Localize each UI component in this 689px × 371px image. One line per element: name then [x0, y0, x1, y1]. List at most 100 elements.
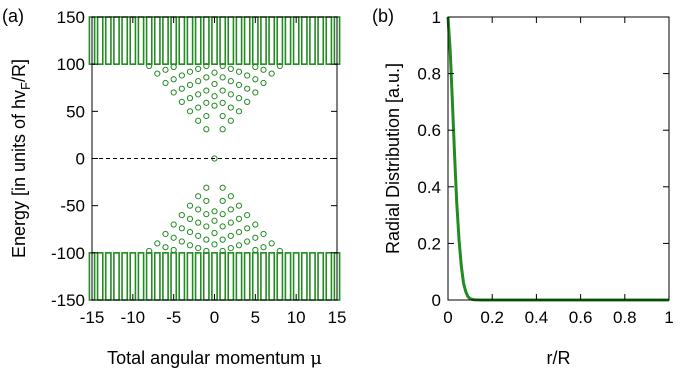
dense-band-upper — [178, 16, 186, 65]
data-point — [252, 246, 259, 254]
dense-band-upper — [202, 16, 210, 65]
dense-band-lower — [145, 252, 153, 301]
x-tick-label: 5 — [251, 308, 260, 327]
data-point — [219, 197, 226, 205]
data-point — [186, 215, 194, 222]
data-point — [203, 247, 210, 255]
dense-band-lower — [178, 252, 186, 301]
data-point — [276, 62, 283, 70]
data-point — [227, 104, 234, 111]
dense-band-upper — [145, 16, 153, 65]
data-point — [235, 95, 243, 102]
data-point — [195, 245, 202, 252]
data-point — [186, 242, 194, 249]
data-point — [211, 69, 218, 76]
x-tick-label: 0 — [210, 308, 219, 327]
y-tick-label: 0.8 — [417, 65, 441, 84]
panel-b-ticks: 0 0.2 0.4 0.6 0.8 1 0 0.2 0.4 0.6 0.8 1 — [417, 8, 673, 327]
dense-band-lower — [325, 252, 333, 301]
data-point — [268, 70, 275, 77]
data-point — [203, 197, 210, 205]
data-point — [252, 221, 259, 228]
x-tick-label: 0.2 — [480, 308, 504, 327]
data-point — [186, 228, 194, 236]
data-point — [244, 212, 251, 219]
data-point — [219, 247, 226, 255]
data-point — [219, 62, 226, 70]
data-point — [252, 234, 259, 241]
dense-band-lower — [219, 252, 227, 301]
x-tick-label: 10 — [287, 308, 306, 327]
data-point — [211, 229, 218, 237]
dense-band-lower — [317, 252, 325, 301]
data-point — [219, 236, 226, 243]
panel-a-label: (a) — [2, 6, 24, 26]
data-point — [252, 76, 259, 83]
data-point — [170, 221, 177, 228]
dense-band-lower — [153, 252, 161, 301]
data-point — [203, 74, 210, 81]
data-point — [211, 102, 218, 109]
data-point — [235, 202, 243, 209]
data-point — [244, 98, 251, 106]
data-point — [219, 223, 226, 230]
data-point — [211, 93, 218, 100]
data-point — [178, 225, 185, 232]
dense-band-lower — [260, 252, 267, 301]
dense-band-upper — [96, 16, 104, 65]
data-point — [203, 62, 210, 70]
panel-b-x-axis-label: r/R — [547, 348, 571, 368]
data-point — [170, 234, 177, 241]
dense-band-upper — [113, 16, 120, 65]
data-point — [227, 91, 234, 98]
data-point — [195, 193, 202, 200]
data-point — [203, 112, 210, 120]
data-point — [219, 112, 226, 120]
data-point — [186, 81, 194, 89]
data-point — [260, 244, 267, 251]
dense-band-upper — [211, 16, 218, 65]
x-tick-label: -15 — [80, 308, 105, 327]
data-point — [170, 76, 177, 83]
dense-band-lower — [211, 252, 218, 301]
data-point — [211, 208, 218, 215]
dense-band-lower — [276, 252, 284, 301]
data-point — [203, 223, 210, 230]
dense-band-upper — [162, 16, 169, 65]
x-tick-label: 1 — [664, 308, 673, 327]
data-point — [235, 108, 243, 115]
y-tick-label: 150 — [57, 8, 85, 27]
data-point — [203, 184, 210, 191]
panel-b-radial-distribution: (b) 0 0.2 0.4 0.6 0.8 1 0 0.2 0.4 0.6 0.8 1 r/R Rad… — [372, 6, 674, 368]
data-point — [178, 85, 185, 92]
data-point — [170, 246, 177, 254]
dense-band-lower — [113, 252, 120, 301]
data-point — [195, 104, 202, 111]
data-point — [235, 242, 243, 249]
dense-band-upper — [251, 16, 259, 65]
data-point — [227, 206, 234, 213]
data-point — [195, 219, 202, 226]
dense-band-upper — [219, 16, 227, 65]
y-tick-label: 0 — [432, 291, 441, 310]
data-point — [260, 230, 267, 238]
dense-band-upper — [104, 16, 112, 65]
dense-band-upper — [243, 16, 251, 65]
dense-band-upper — [325, 16, 333, 65]
dense-band-lower — [162, 252, 169, 301]
dense-band-lower — [243, 252, 251, 301]
dense-band-lower — [96, 252, 104, 301]
dense-band-upper — [268, 16, 276, 65]
data-point — [227, 78, 234, 85]
data-point — [235, 228, 243, 236]
data-point — [235, 68, 243, 75]
y-tick-label: 1 — [432, 8, 441, 27]
data-point — [260, 66, 267, 73]
dense-band-upper — [170, 16, 178, 65]
y-tick-label: 100 — [57, 55, 85, 74]
data-point — [146, 62, 153, 70]
x-tick-label: 15 — [328, 308, 347, 327]
